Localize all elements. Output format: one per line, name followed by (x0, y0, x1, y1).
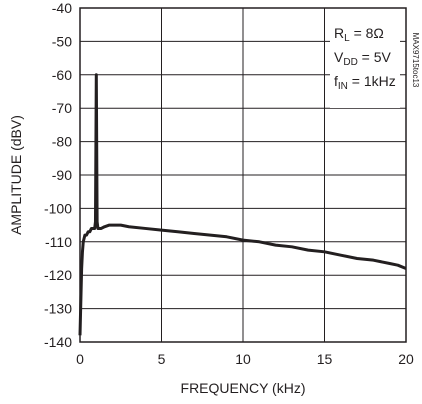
x-tick-label: 0 (76, 351, 84, 367)
y-tick-label: -90 (52, 167, 72, 183)
y-tick-label: -130 (44, 301, 72, 317)
annotation-vdd-main: V (334, 49, 344, 65)
x-tick-label: 5 (158, 351, 166, 367)
annotation-background (330, 20, 400, 108)
annotation-vdd: VDD = 5V (334, 49, 392, 68)
y-tick-label: -40 (52, 0, 72, 16)
x-axis-title: FREQUENCY (kHz) (181, 380, 306, 396)
plot-frame (79, 7, 407, 343)
annotation-rl-value: = 8Ω (350, 25, 384, 41)
annotation-box: RL = 8Ω VDD = 5V fIN = 1kHz (330, 20, 400, 108)
grid-lines (80, 8, 406, 342)
annotation-fin-sub: IN (338, 81, 348, 92)
y-tick-label: -100 (44, 200, 72, 216)
series-line (78, 73, 407, 336)
y-tick-labels: -40 -50 -60 -70 -80 -90 -100 -110 -120 -130 -140 (44, 0, 72, 350)
annotation-rl-main: R (334, 25, 344, 41)
annotation-vdd-sub: DD (343, 57, 357, 68)
y-tick-label: -110 (45, 234, 72, 250)
annotation-rl: RL = 8Ω (334, 25, 384, 44)
figure-code: MAX9715toc13 (411, 33, 420, 88)
y-tick-label: -140 (44, 334, 72, 350)
y-tick-label: -50 (52, 33, 72, 49)
annotation-fin-value: = 1kHz (348, 73, 396, 89)
x-tick-label: 15 (317, 351, 333, 367)
annotation-fin: fIN = 1kHz (334, 73, 396, 92)
y-tick-label: -120 (44, 267, 72, 283)
y-tick-label: -60 (52, 67, 72, 83)
y-axis-title: AMPLITUDE (dBV) (8, 115, 24, 235)
annotation-fin-main: f (334, 73, 338, 89)
annotation-rl-sub: L (344, 33, 350, 44)
annotation-vdd-value: = 5V (358, 49, 392, 65)
x-tick-label: 10 (235, 351, 251, 367)
y-tick-label: -80 (52, 134, 72, 150)
series-group (78, 73, 407, 336)
x-tick-label: 20 (398, 351, 414, 367)
y-tick-label: -70 (52, 100, 72, 116)
x-tick-labels: 0 5 10 15 20 (76, 351, 414, 367)
